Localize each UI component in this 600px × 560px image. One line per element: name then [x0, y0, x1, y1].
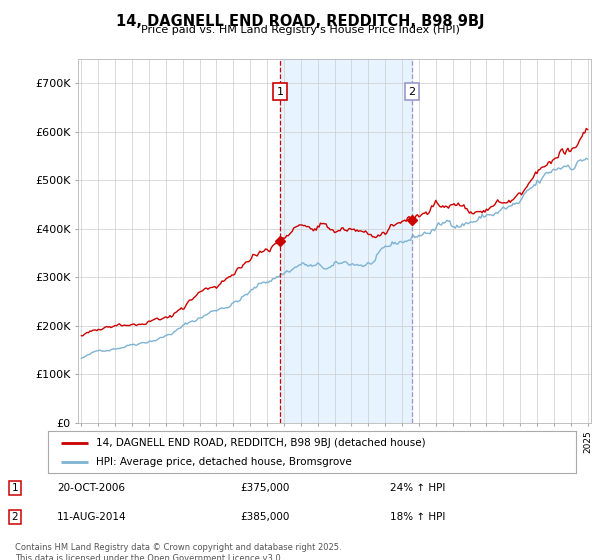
Text: 1: 1: [277, 87, 284, 96]
Text: 24% ↑ HPI: 24% ↑ HPI: [390, 483, 445, 493]
Text: 2: 2: [409, 87, 416, 96]
Text: £385,000: £385,000: [240, 512, 289, 522]
Bar: [280, 59, 412, 423]
Text: 20-OCT-2006: 20-OCT-2006: [57, 483, 125, 493]
Text: Price paid vs. HM Land Registry's House Price Index (HPI): Price paid vs. HM Land Registry's House …: [140, 25, 460, 35]
Text: 2: 2: [11, 512, 19, 522]
Text: HPI: Average price, detached house, Bromsgrove: HPI: Average price, detached house, Brom…: [95, 457, 351, 467]
Text: 11-AUG-2014: 11-AUG-2014: [57, 512, 127, 522]
Text: 14, DAGNELL END ROAD, REDDITCH, B98 9BJ: 14, DAGNELL END ROAD, REDDITCH, B98 9BJ: [116, 14, 484, 29]
Text: 1: 1: [11, 483, 19, 493]
Text: 14, DAGNELL END ROAD, REDDITCH, B98 9BJ (detached house): 14, DAGNELL END ROAD, REDDITCH, B98 9BJ …: [95, 437, 425, 447]
Text: £375,000: £375,000: [240, 483, 289, 493]
Text: Contains HM Land Registry data © Crown copyright and database right 2025.
This d: Contains HM Land Registry data © Crown c…: [15, 543, 341, 560]
Text: 18% ↑ HPI: 18% ↑ HPI: [390, 512, 445, 522]
